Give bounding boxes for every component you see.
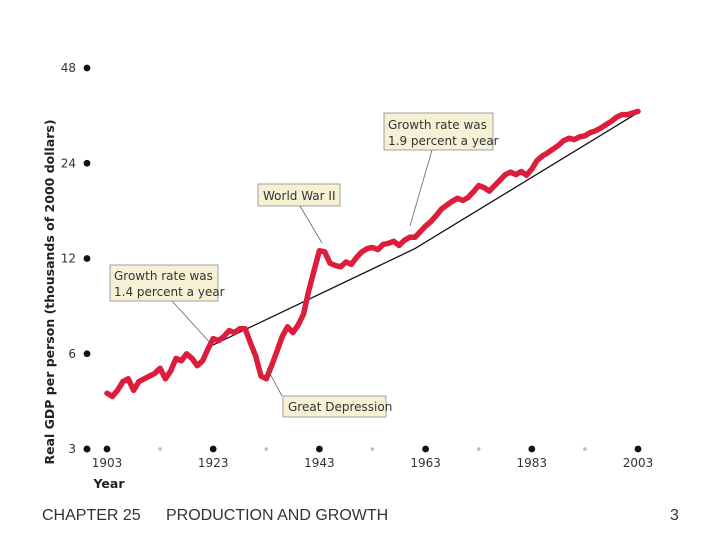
x-minor-tick-dots xyxy=(83,445,587,453)
leader-world-war xyxy=(299,205,323,244)
x-tick-label: 1903 xyxy=(92,456,123,470)
footer-chapter: CHAPTER 25 xyxy=(42,507,141,524)
x-minor-dot xyxy=(264,447,269,451)
y-tick-dot xyxy=(83,445,91,453)
annotation-growth-early-line2: 1.4 percent a year xyxy=(114,285,225,299)
annotation-growth-late: Growth rate was 1.9 percent a year xyxy=(383,112,499,151)
x-tick-label: 2003 xyxy=(623,456,654,470)
x-tick-label: 1923 xyxy=(198,456,229,470)
y-tick-dot xyxy=(83,255,91,262)
x-tick-dot xyxy=(422,445,429,453)
annotation-growth-late-line1: Growth rate was xyxy=(388,118,487,132)
y-tick-label: 3 xyxy=(68,442,76,456)
annotation-growth-late-line2: 1.9 percent a year xyxy=(388,134,499,148)
annotation-depression: Great Depression xyxy=(282,395,392,418)
y-tick-label: 6 xyxy=(68,347,76,361)
annotation-growth-early: Growth rate was 1.4 percent a year xyxy=(109,264,225,302)
footer-page-number: 3 xyxy=(670,507,679,524)
x-tick-label: 1943 xyxy=(304,456,335,470)
y-axis-ticks: 3 6 12 24 48 xyxy=(61,61,91,456)
annotation-world-war: World War II xyxy=(257,183,341,207)
gdp-series-line xyxy=(104,108,641,400)
x-minor-dot xyxy=(476,447,481,451)
x-minor-dot xyxy=(370,447,375,451)
leader-growth-late xyxy=(409,149,433,227)
x-tick-dot xyxy=(634,445,642,453)
x-axis-ticks: 1903 1923 1943 1963 1983 2003 xyxy=(92,445,654,470)
y-tick-dot xyxy=(83,159,91,167)
annotation-world-war-text: World War II xyxy=(263,189,335,203)
x-tick-dot xyxy=(103,445,111,453)
gdp-line-chart: 1903 1923 1943 1963 1983 2003 3 6 12 24 48 Real G… xyxy=(42,61,654,491)
y-axis-label: Real GDP per person (thousands of 2000 d… xyxy=(42,119,57,464)
annotation-depression-text: Great Depression xyxy=(288,400,392,414)
y-tick-label: 48 xyxy=(61,61,76,75)
y-tick-label: 24 xyxy=(61,156,76,170)
x-tick-dot xyxy=(316,445,323,453)
x-tick-dot xyxy=(209,445,217,453)
leader-growth-early xyxy=(171,300,214,347)
y-tick-dot xyxy=(83,350,91,358)
footer-title: PRODUCTION AND GROWTH xyxy=(166,507,389,524)
trend-line xyxy=(212,112,639,346)
x-axis-label: Year xyxy=(93,476,126,491)
y-tick-label: 12 xyxy=(61,252,76,266)
x-minor-dot xyxy=(158,447,162,451)
y-tick-dot xyxy=(83,64,91,72)
x-tick-label: 1983 xyxy=(517,456,548,470)
x-tick-label: 1963 xyxy=(410,456,441,470)
x-minor-dot xyxy=(583,447,587,451)
leader-depression xyxy=(266,367,283,397)
annotation-growth-early-line1: Growth rate was xyxy=(114,269,213,283)
x-tick-dot xyxy=(528,445,536,453)
